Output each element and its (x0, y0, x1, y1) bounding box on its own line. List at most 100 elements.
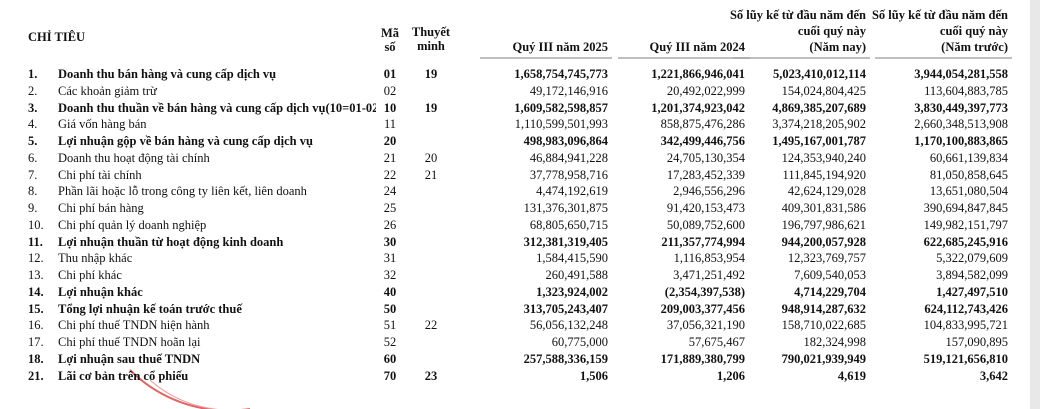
row-number: 7. (28, 167, 38, 182)
row-value: 5,322,079,609 (936, 251, 1008, 266)
stamp (129, 369, 250, 409)
row-value: 1,584,415,590 (536, 251, 608, 266)
row-code: 32 (383, 268, 397, 282)
row-value: 13,651,080,504 (929, 184, 1008, 199)
row-code: 01 (383, 67, 397, 81)
row-number: 11. (28, 234, 43, 249)
row-value: 409,301,831,586 (781, 201, 866, 215)
row-number: 5. (28, 134, 38, 148)
row-value: 3,894,582,099 (936, 268, 1008, 282)
row-label: Chi phí thuế TNDN hoãn lại (58, 335, 201, 349)
row-value: 49,172,146,916 (529, 83, 608, 98)
edge-shadow (1030, 0, 1040, 409)
row-code: 31 (383, 251, 397, 266)
row-value: 1,506 (579, 368, 608, 383)
row-code: 60 (383, 351, 397, 366)
row-value: 131,376,301,875 (523, 201, 608, 215)
row-value: 60,775,000 (551, 335, 608, 349)
row-number: 12. (28, 251, 44, 266)
row-value: 342,499,446,756 (660, 134, 745, 148)
row-value: 1,201,374,923,042 (651, 100, 745, 115)
row-value: 944,200,057,928 (781, 234, 866, 249)
row-value: 154,024,804,425 (781, 83, 866, 98)
row-value: 37,778,958,716 (529, 167, 608, 182)
row-code: 25 (383, 201, 397, 215)
header-code: Mã (380, 26, 400, 40)
row-label: Lợi nhuận khác (58, 284, 143, 299)
row-value: 390,694,847,845 (923, 201, 1008, 215)
row-number: 14. (28, 284, 44, 299)
header-column: (Năm trước) (941, 40, 1008, 54)
header-note: minh (417, 39, 445, 53)
row-value: 57,675,467 (688, 335, 745, 349)
row-number: 9. (28, 201, 38, 215)
row-number: 13. (28, 268, 44, 282)
row-value: 24,705,130,354 (666, 150, 745, 165)
row-label: Chi phí thuế TNDN hiện hành (58, 318, 210, 333)
row-value: 4,714,229,704 (794, 284, 866, 299)
row-label: Chi phí tài chính (58, 167, 142, 182)
row-value: 37,056,321,190 (666, 318, 745, 333)
row-value: 1,609,582,598,857 (514, 100, 608, 115)
row-note: 19 (424, 67, 438, 81)
row-value: 211,357,774,994 (661, 234, 745, 249)
row-code: 02 (383, 83, 397, 98)
header-column: Quý III năm 2025 (512, 40, 608, 54)
row-value: 858,875,476,286 (660, 117, 745, 132)
row-code: 20 (383, 134, 397, 148)
row-value: 3,374,218,205,902 (772, 117, 866, 132)
row-value: 46,884,941,228 (529, 150, 608, 165)
row-number: 6. (28, 150, 38, 165)
row-value: 124,353,940,240 (781, 150, 866, 165)
row-value: 4,619 (837, 368, 866, 383)
header-title: CHỈ TIÊU (28, 30, 86, 44)
row-value: 2,946,556,296 (673, 184, 745, 199)
row-value: 17,283,452,339 (666, 167, 745, 182)
row-value: 111,845,194,920 (782, 167, 866, 182)
header-column: cuối quý này (797, 24, 866, 38)
row-value: 1,495,167,001,787 (772, 134, 866, 148)
row-code: 40 (383, 284, 397, 299)
row-value: 50,089,752,600 (666, 217, 745, 232)
header-column: Quý III năm 2024 (649, 40, 745, 54)
header-column: cuối quý này (939, 24, 1008, 38)
row-number: 8. (28, 184, 38, 199)
row-value: 1,170,100,883,865 (914, 134, 1008, 148)
row-value: 68,805,650,715 (529, 217, 608, 232)
row-value: 113,604,883,785 (924, 83, 1008, 98)
row-number: 15. (28, 301, 44, 316)
row-value: 42,624,129,028 (787, 184, 866, 199)
row-number: 1. (28, 67, 38, 81)
row-label: Tổng lợi nhuận kế toán trước thuế (58, 301, 242, 316)
row-label: Phần lãi hoặc lỗ trong công ty liên kết,… (58, 184, 307, 199)
row-number: 18. (28, 351, 44, 366)
row-value: 3,642 (979, 368, 1008, 383)
row-value: 104,833,995,721 (923, 318, 1008, 333)
row-value: 7,609,540,053 (794, 268, 866, 282)
row-note: 19 (424, 100, 438, 115)
row-label: Lợi nhuận sau thuế TNDN (58, 351, 201, 366)
row-value: 1,116,853,954 (673, 251, 745, 266)
row-value: 622,685,245,916 (923, 234, 1008, 249)
row-value: 3,471,251,492 (673, 268, 745, 282)
row-label: Chi phí khác (58, 268, 122, 282)
row-value: 498,983,096,864 (523, 134, 608, 148)
row-label: Giá vốn hàng bán (58, 117, 147, 132)
row-value: 182,324,998 (803, 335, 867, 349)
row-code: 22 (383, 167, 397, 182)
row-label: Lãi cơ bản trên cổ phiếu (58, 368, 189, 383)
header-column: Số lũy kế từ đầu năm đến (729, 8, 866, 22)
row-value: 519,121,656,810 (923, 351, 1008, 366)
row-value: 2,660,348,513,908 (914, 117, 1008, 132)
stamp (149, 379, 245, 409)
header-column: (Năm nay) (809, 40, 866, 54)
row-note: 23 (424, 368, 438, 383)
row-label: Các khoản giảm trừ (58, 83, 157, 98)
row-value: 149,982,151,797 (923, 217, 1008, 232)
row-label: Doanh thu hoạt động tài chính (58, 150, 210, 165)
row-note: 22 (424, 318, 438, 333)
header-column: Số lũy kế từ đầu năm đến (871, 8, 1008, 22)
row-label: Doanh thu bán hàng và cung cấp dịch vụ (58, 67, 277, 81)
row-code: 11 (383, 117, 397, 132)
